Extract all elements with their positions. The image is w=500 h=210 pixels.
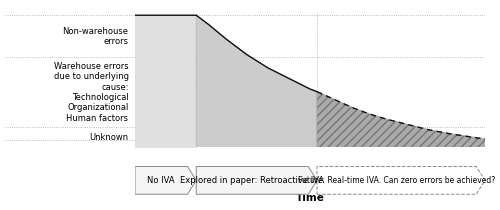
Polygon shape	[317, 167, 485, 194]
Text: Non-warehouse
errors: Non-warehouse errors	[62, 27, 128, 46]
Text: Unknown: Unknown	[90, 133, 128, 142]
Text: Future: Real-time IVA. Can zero errors be achieved?: Future: Real-time IVA. Can zero errors b…	[298, 176, 495, 185]
Polygon shape	[196, 15, 317, 147]
Polygon shape	[196, 167, 317, 194]
Text: Explored in paper: Retroactive IVA: Explored in paper: Retroactive IVA	[180, 176, 324, 185]
Text: Time: Time	[296, 193, 324, 203]
Text: Warehouse errors
due to underlying
cause:
Technological
Organizational
Human fac: Warehouse errors due to underlying cause…	[54, 62, 128, 123]
Polygon shape	[135, 167, 196, 194]
Text: No IVA: No IVA	[148, 176, 175, 185]
Polygon shape	[317, 92, 485, 147]
